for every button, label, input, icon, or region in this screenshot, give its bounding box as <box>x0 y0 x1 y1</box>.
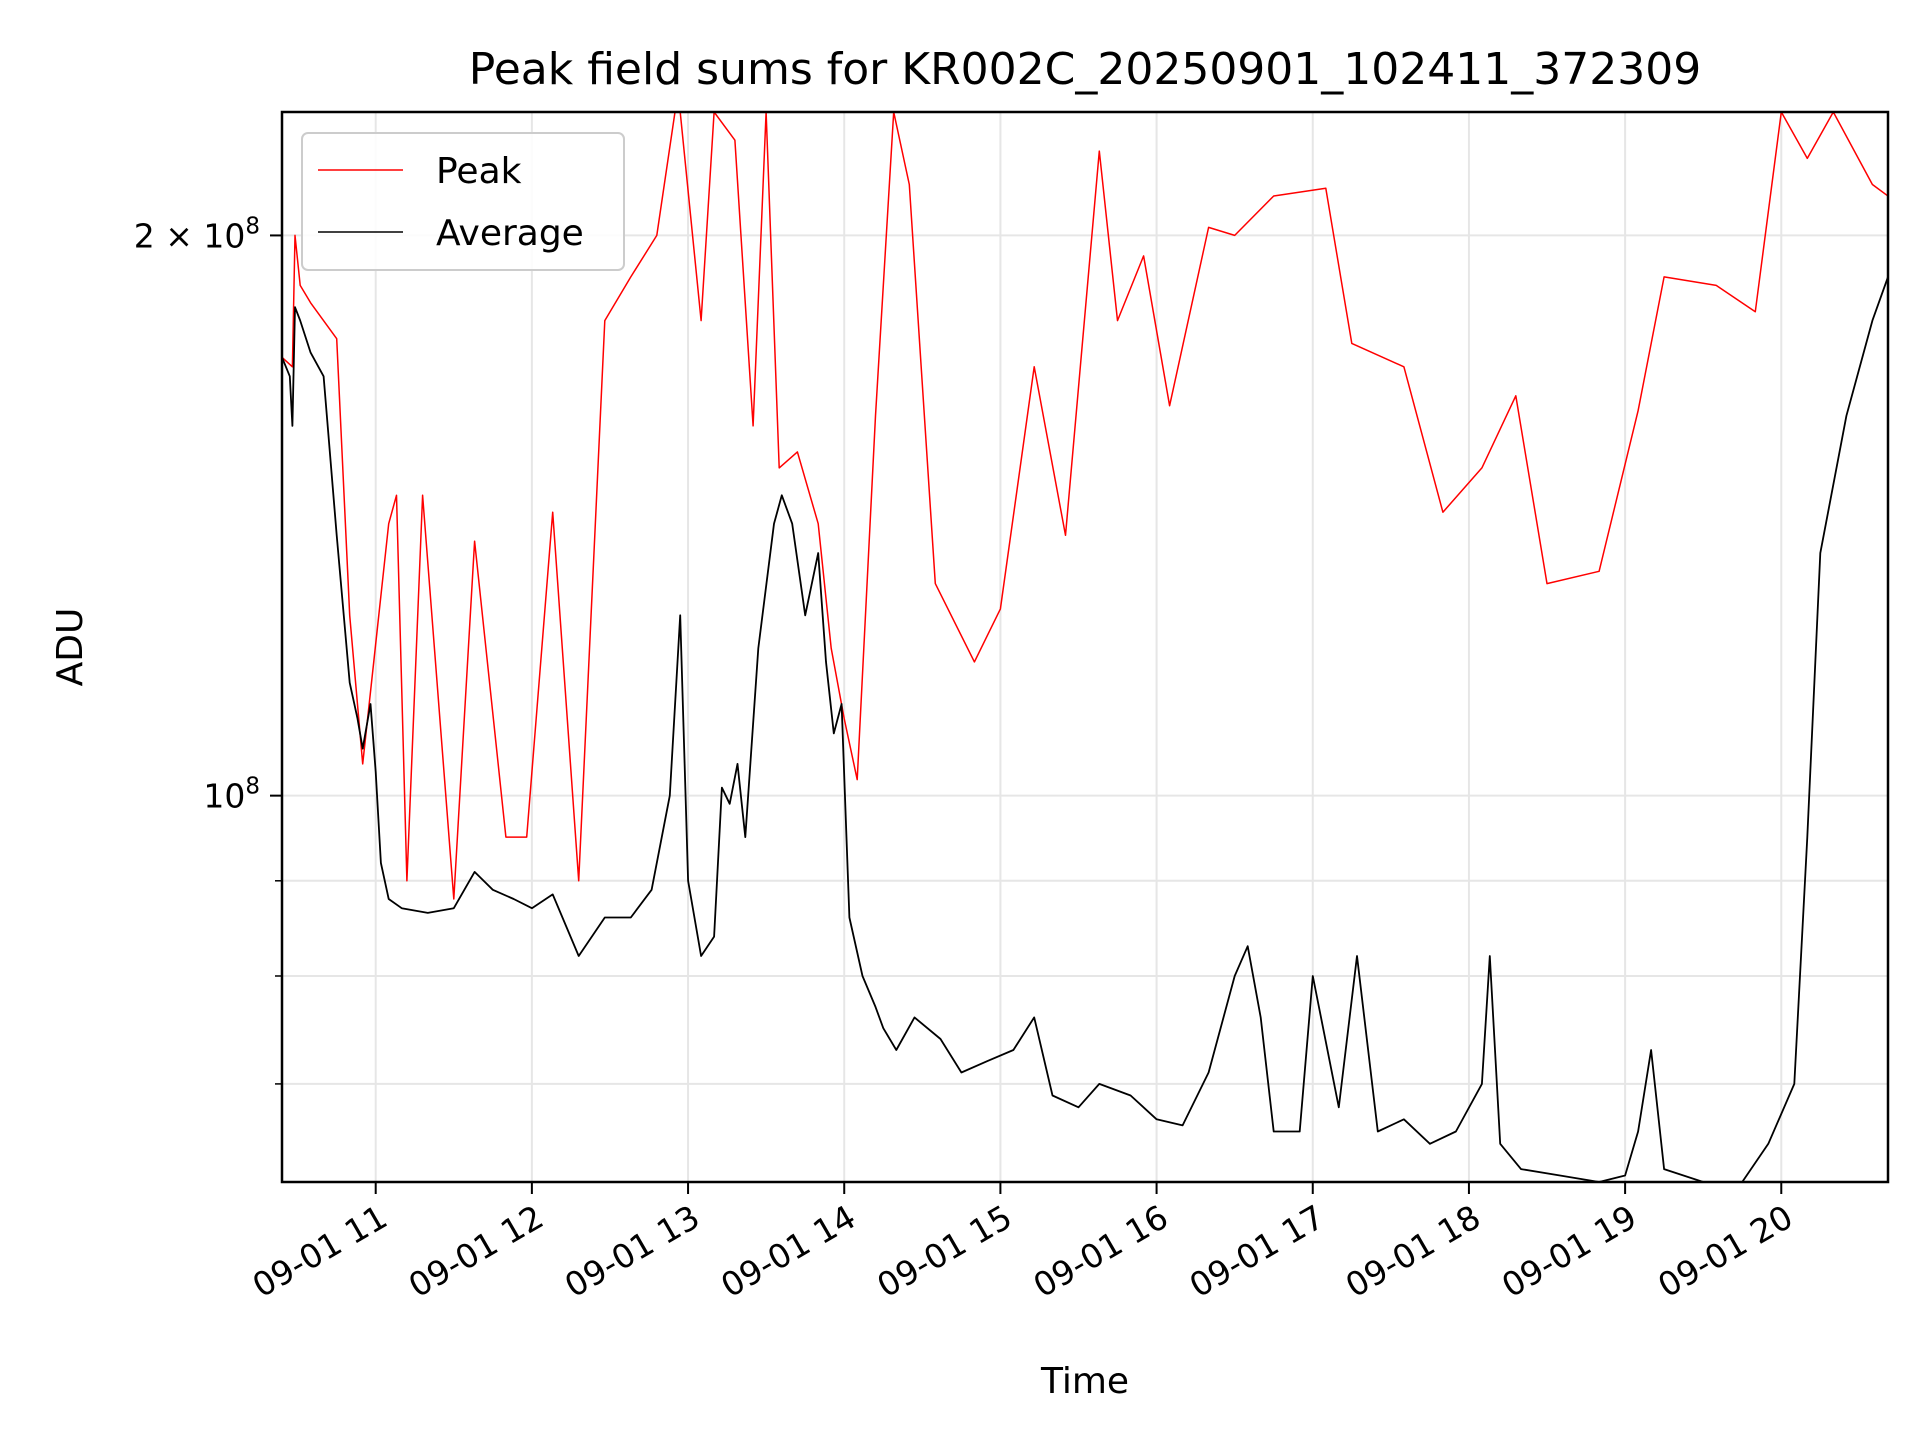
y-tick-label: 108 <box>203 774 260 816</box>
y-tick-label-exponent: 8 <box>245 213 260 239</box>
series-layer <box>282 112 1888 1182</box>
legend: Peak Average <box>301 132 625 271</box>
x-axis-label: Time <box>1040 1361 1129 1402</box>
plot-frame <box>280 110 1890 1184</box>
legend-box <box>301 132 625 271</box>
series-line-peak <box>282 112 1888 900</box>
y-tick-label-exponent: 8 <box>245 774 260 800</box>
y-tick-label-base: 10 <box>203 777 245 816</box>
grid-lines <box>282 112 1888 1182</box>
y-axis-label: ADU <box>50 608 91 687</box>
chart-title: Peak field sums for KR002C_20250901_1024… <box>469 44 1701 95</box>
y-tick-label-base: 2 × 10 <box>134 216 246 255</box>
legend-label-peak: Peak <box>436 151 522 192</box>
y-tick-label: 2 × 108 <box>134 213 260 255</box>
legend-label-average: Average <box>436 213 584 254</box>
series-line-average <box>282 276 1888 1182</box>
